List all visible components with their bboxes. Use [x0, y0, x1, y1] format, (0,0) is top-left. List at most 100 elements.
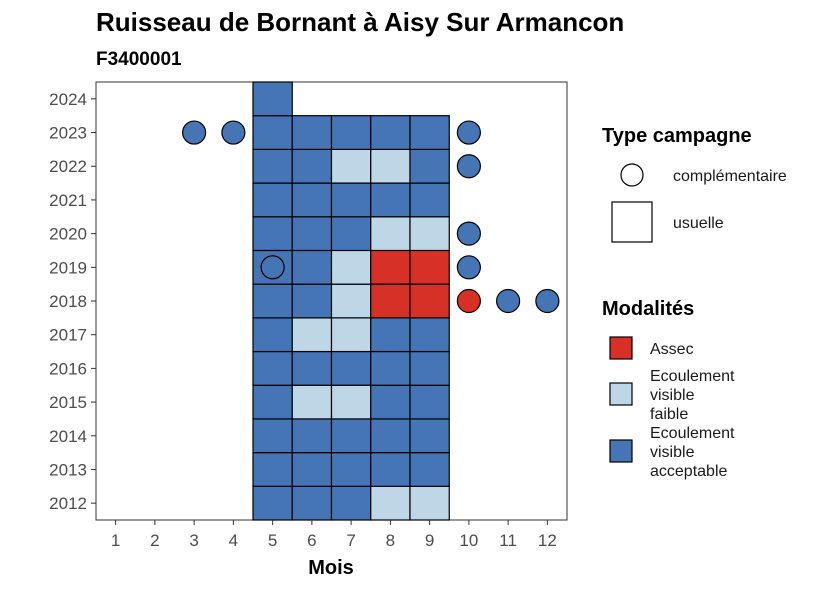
tile-2013-9 [409, 452, 450, 487]
y-tick-label: 2022 [49, 157, 87, 176]
legend-key-faible [609, 382, 633, 406]
tile-2022-6 [291, 148, 333, 184]
tile-2013-6 [291, 452, 333, 487]
chart-title: Ruisseau de Bornant à Aisy Sur Armancon [96, 7, 624, 37]
y-tick-label: 2023 [49, 124, 87, 143]
tile-2021-5 [252, 182, 293, 218]
tile-2024-5 [252, 81, 293, 117]
legend-circle-key [620, 163, 644, 187]
y-tick-label: 2016 [49, 359, 87, 378]
tile-2014-8 [370, 418, 411, 454]
tile-2013-5 [252, 452, 293, 487]
tile-2018-9 [409, 283, 450, 319]
y-tick-label: 2024 [49, 90, 87, 109]
plot-area [95, 81, 568, 521]
tile-2016-8 [370, 350, 411, 386]
tile-2012-9 [409, 485, 450, 521]
legend-usuelle-label: usuelle [673, 215, 724, 232]
x-axis: 1 2 3 4 5 6 7 8 9 10 11 12 [111, 520, 557, 550]
tile-2017-8 [370, 317, 411, 353]
tile-2018-6 [291, 283, 333, 319]
legend-square-key [611, 201, 653, 243]
point-2022-10 [456, 154, 481, 179]
tile-2018-7 [330, 283, 372, 319]
tile-2023-9 [409, 115, 450, 150]
x-tick-label: 12 [538, 531, 557, 550]
y-tick-label: 2018 [49, 292, 87, 311]
legend-type-campagne-title: Type campagne [602, 125, 752, 147]
tile-2014-5 [252, 418, 293, 454]
tile-2022-9 [409, 148, 450, 184]
point-2020-10 [456, 221, 481, 246]
tile-2018-5 [252, 283, 293, 319]
point-2019-10 [456, 255, 481, 280]
x-tick-label: 4 [229, 531, 238, 550]
tile-2020-7 [330, 216, 372, 252]
tile-2014-9 [409, 418, 450, 454]
tile-2021-6 [291, 182, 333, 218]
tile-2015-9 [409, 384, 450, 420]
y-axis: 2012 2013 2014 2015 2016 2017 2018 2019 2020 2021… [49, 90, 96, 513]
point-2023-10 [456, 120, 481, 145]
tile-2020-8 [370, 216, 411, 252]
tile-2020-6 [291, 216, 333, 252]
point-2023-4 [221, 120, 246, 145]
tile-2022-5 [252, 148, 293, 184]
legend-key-acceptable [609, 439, 633, 463]
point-2023-3 [182, 120, 207, 145]
tile-2017-6 [291, 317, 333, 353]
tile-2022-7 [330, 148, 372, 184]
x-tick-label: 6 [307, 531, 316, 550]
y-tick-label: 2019 [49, 258, 87, 277]
tile-2012-5 [252, 485, 293, 521]
legend-label-acceptable: Ecoulement visible acceptable [650, 425, 735, 480]
tile-2021-7 [330, 182, 372, 218]
y-tick-label: 2014 [49, 427, 87, 446]
point-2018-10 [456, 288, 481, 314]
tile-2013-7 [330, 452, 372, 487]
x-tick-label: 10 [459, 531, 478, 550]
tile-2023-6 [291, 115, 333, 150]
tile-2019-6 [291, 249, 333, 285]
tile-2012-8 [370, 485, 411, 521]
legend-complementaire-label: complémentaire [673, 168, 787, 185]
legend-modalites-title: Modalités [602, 298, 694, 320]
complementaire-points [182, 120, 560, 314]
tile-2023-7 [330, 115, 372, 150]
usuelle-tiles [252, 81, 450, 521]
y-tick-label: 2015 [49, 393, 87, 412]
tile-2020-9 [409, 216, 450, 252]
tile-2012-6 [291, 485, 333, 521]
tile-2018-8 [370, 283, 411, 319]
tile-2021-8 [370, 182, 411, 218]
tile-2019-8 [370, 249, 411, 285]
tile-2012-7 [330, 485, 372, 521]
x-axis-label: Mois [308, 557, 354, 579]
tile-2023-8 [370, 115, 411, 150]
tile-2014-7 [330, 418, 372, 454]
tile-2020-5 [252, 216, 293, 252]
tile-2016-7 [330, 350, 372, 386]
x-tick-label: 3 [189, 531, 198, 550]
point-2018-12 [535, 288, 560, 314]
point-2019-5 [260, 255, 285, 280]
legend-type-campagne: Type campagne complémentaire usuelle [602, 125, 787, 243]
legend-label-faible: Ecoulement visible faible [650, 368, 735, 423]
y-tick-label: 2017 [49, 326, 87, 345]
tile-2015-7 [330, 384, 372, 420]
y-tick-label: 2020 [49, 225, 87, 244]
tile-2017-9 [409, 317, 450, 353]
tile-2017-5 [252, 317, 293, 353]
tile-2014-6 [291, 418, 333, 454]
x-tick-label: 5 [268, 531, 277, 550]
y-tick-label: 2013 [49, 460, 87, 479]
point-2018-11 [496, 288, 521, 314]
tile-2019-9 [409, 249, 450, 285]
tile-2015-8 [370, 384, 411, 420]
tile-2021-9 [409, 182, 450, 218]
y-tick-label: 2021 [49, 191, 87, 210]
x-tick-label: 11 [499, 531, 517, 550]
tile-2013-8 [370, 452, 411, 487]
legend-modalites: Modalités Assec Ecoulement visible faibleEc… [602, 298, 735, 480]
